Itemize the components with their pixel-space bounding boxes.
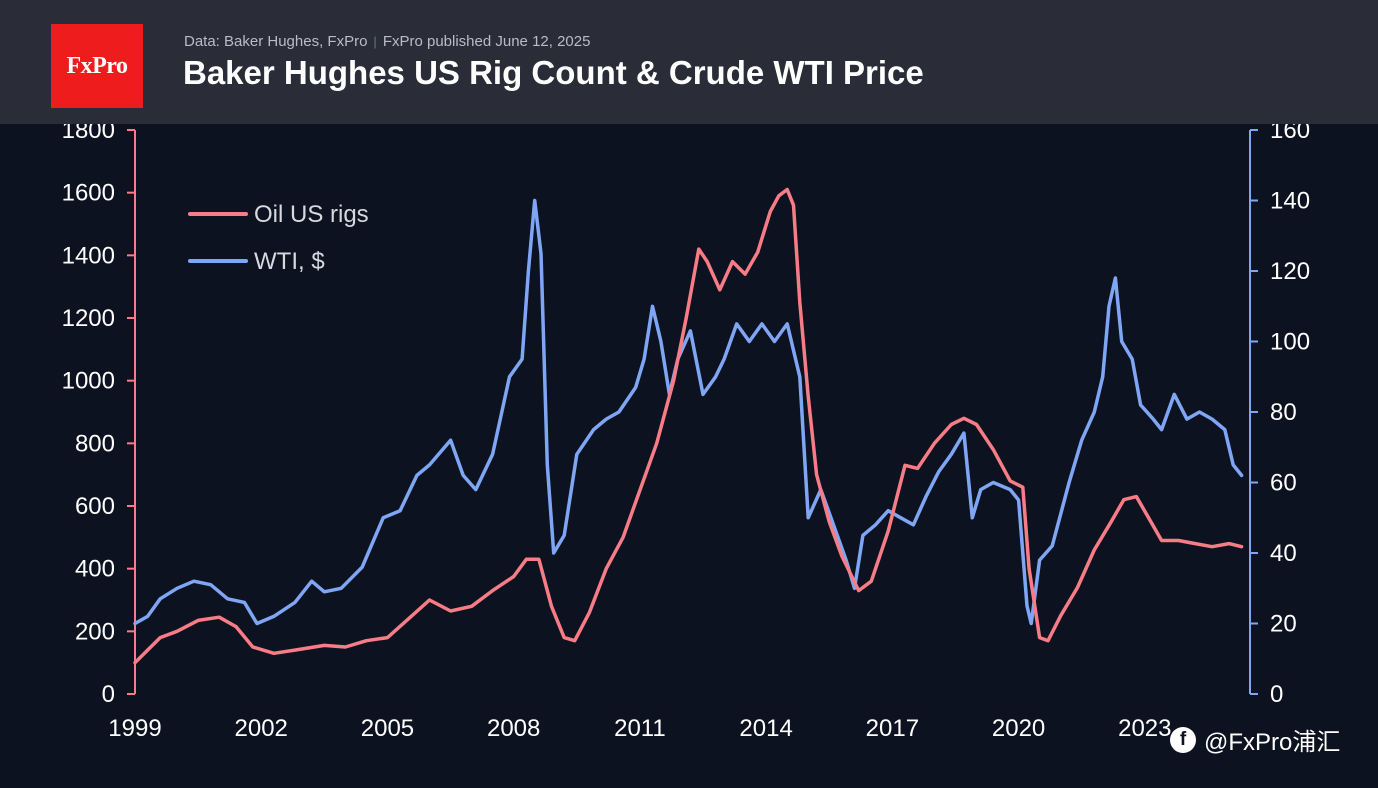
right-y-tick-label: 160 (1270, 124, 1310, 144)
right-y-tick-label: 80 (1270, 399, 1297, 426)
legend-label-wti: WTI, $ (254, 248, 325, 275)
right-y-tick-label: 100 (1270, 329, 1310, 356)
chart-area: 0 200 400 600 800 1000 1200 1400 1600 1800 0 20 40 60… (62, 124, 1310, 742)
x-tick-label: 2014 (739, 715, 792, 742)
x-tick-label: 2005 (361, 715, 414, 742)
source-line: Data: Baker Hughes, FxPro | FxPro publishe… (184, 33, 590, 50)
left-y-tick-label: 1800 (62, 124, 115, 144)
watermark: f @FxPro浦汇 (1170, 722, 1340, 757)
header-bar: FxPro Data: Baker Hughes, FxPro | FxPro pu… (0, 0, 1378, 124)
right-y-tick-label: 60 (1270, 470, 1297, 497)
x-tick-label: 2020 (992, 715, 1045, 742)
left-y-tick-label: 1600 (62, 180, 115, 207)
left-y-tick-label: 0 (102, 681, 115, 708)
fxpro-logo: FxPro (51, 24, 143, 108)
wti-price-line (133, 198, 1244, 626)
oil-rigs-line (133, 187, 1244, 665)
facebook-icon: f (1170, 726, 1196, 753)
right-y-tick-label: 40 (1270, 540, 1297, 567)
left-y-tick-label: 1000 (62, 368, 115, 395)
data-source: Data: Baker Hughes, FxPro (184, 33, 368, 50)
x-tick-label: 2023 (1118, 715, 1171, 742)
published-date: FxPro published June 12, 2025 (382, 33, 591, 50)
separator: | (373, 34, 377, 49)
legend-label-oil-rigs: Oil US rigs (254, 201, 369, 228)
x-tick-label: 2008 (487, 715, 540, 742)
left-y-tick-label: 1400 (62, 242, 115, 269)
left-y-tick-label: 400 (75, 556, 115, 583)
right-y-tick-label: 0 (1270, 681, 1283, 708)
right-y-tick-label: 140 (1270, 188, 1310, 215)
x-tick-label: 2017 (866, 715, 919, 742)
left-y-tick-label: 200 (75, 618, 115, 645)
left-y-tick-label: 600 (75, 493, 115, 520)
right-y-tick-label: 120 (1270, 258, 1310, 285)
left-y-tick-label: 1200 (62, 305, 115, 332)
right-y-tick-label: 20 (1270, 611, 1297, 638)
x-tick-label: 2011 (614, 715, 666, 742)
x-tick-label: 1999 (108, 715, 161, 742)
watermark-text: @FxPro浦汇 (1204, 729, 1341, 756)
x-tick-label: 2002 (235, 715, 288, 742)
chart-title: Baker Hughes US Rig Count & Crude WTI Pr… (183, 54, 924, 91)
left-y-tick-label: 800 (75, 430, 115, 457)
